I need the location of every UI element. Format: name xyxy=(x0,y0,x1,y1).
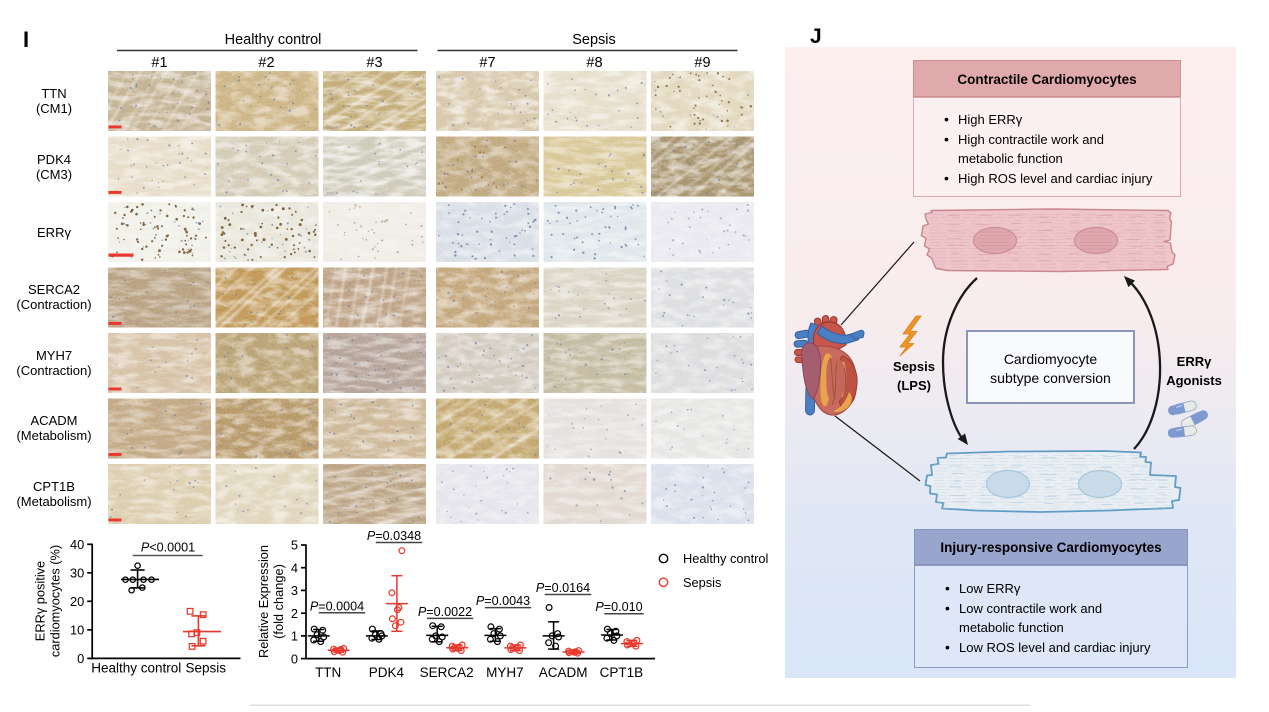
svg-text:1: 1 xyxy=(291,629,298,644)
svg-text:0: 0 xyxy=(77,651,84,666)
svg-text:10: 10 xyxy=(70,623,84,638)
svg-text:100µm: 100µm xyxy=(654,191,667,196)
svg-text:5: 5 xyxy=(291,538,298,553)
svg-text:P=0.010: P=0.010 xyxy=(595,600,642,614)
svg-text:P=0.0164: P=0.0164 xyxy=(536,581,590,595)
svg-text:(fold change): (fold change) xyxy=(271,564,286,639)
svg-text:3: 3 xyxy=(291,583,298,598)
svg-text:cardiomyocytes (%): cardiomyocytes (%) xyxy=(48,545,63,657)
svg-text:CPT1B: CPT1B xyxy=(600,665,644,680)
svg-text:30: 30 xyxy=(70,566,84,581)
svg-text:MYH7: MYH7 xyxy=(486,665,524,680)
svg-text:20: 20 xyxy=(70,594,84,609)
svg-text:ERRγ positive: ERRγ positive xyxy=(33,561,48,641)
svg-text:TTN: TTN xyxy=(315,665,341,680)
svg-text:P<0.0001: P<0.0001 xyxy=(141,541,195,555)
svg-text:SERCA2: SERCA2 xyxy=(420,665,474,680)
svg-text:PDK4: PDK4 xyxy=(369,665,405,680)
svg-text:P=0.0004: P=0.0004 xyxy=(310,600,364,614)
svg-text:100µm: 100µm xyxy=(326,191,339,196)
svg-text:Relative Expression: Relative Expression xyxy=(256,545,271,658)
svg-text:P=0.0043: P=0.0043 xyxy=(476,594,530,608)
svg-text:ACADM: ACADM xyxy=(539,665,588,680)
svg-text:Healthy control: Healthy control xyxy=(683,551,768,566)
svg-text:P=0.0348: P=0.0348 xyxy=(367,529,421,543)
svg-text:Healthy control: Healthy control xyxy=(91,661,181,676)
svg-text:P=0.0022: P=0.0022 xyxy=(418,605,472,619)
svg-text:100µm: 100µm xyxy=(326,125,339,130)
svg-text:4: 4 xyxy=(291,560,298,575)
svg-text:0: 0 xyxy=(291,651,298,666)
svg-text:Sepsis: Sepsis xyxy=(683,575,721,590)
svg-text:2: 2 xyxy=(291,606,298,621)
svg-text:Sepsis: Sepsis xyxy=(186,661,227,676)
svg-text:40: 40 xyxy=(70,537,84,552)
